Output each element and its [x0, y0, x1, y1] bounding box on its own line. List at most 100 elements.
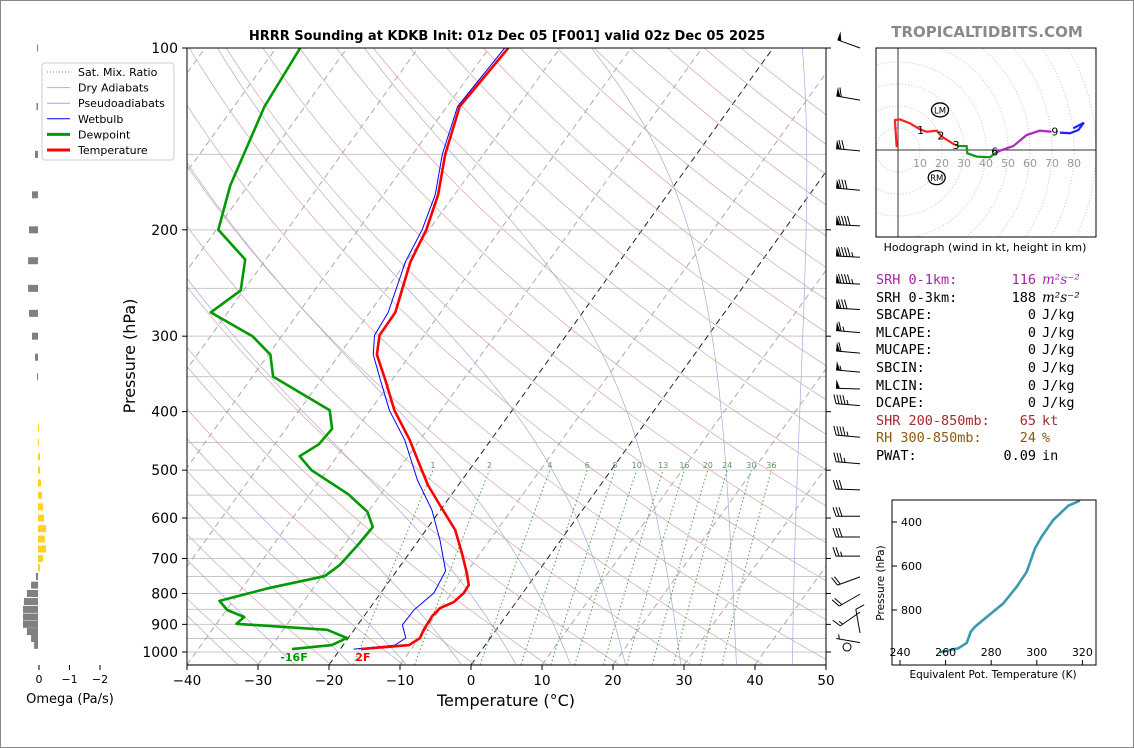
parameter-unit: J/kg — [1042, 359, 1075, 376]
parameter-unit: m²s⁻² — [1042, 289, 1080, 306]
barb-full — [847, 216, 851, 226]
mixing-ratio-label: 10 — [632, 461, 642, 470]
parameter-label: MLCIN: — [876, 377, 925, 394]
omega-bar — [38, 564, 41, 572]
wind-barb — [832, 527, 860, 538]
dry-adiabat-line — [520, 48, 826, 300]
barb-full — [831, 599, 840, 607]
barb-full — [832, 547, 837, 557]
barb-staff — [836, 461, 861, 465]
barb-full — [855, 604, 865, 610]
hodograph-height-label: 2 — [937, 130, 944, 143]
mixing-ratio-label: 8 — [612, 461, 617, 470]
omega-bar — [35, 150, 38, 158]
parameter-label: PWAT: — [876, 447, 917, 464]
omega-bar — [36, 103, 38, 111]
dry-adiabat-line — [372, 48, 826, 435]
parameter-value: 0.09 — [1003, 447, 1036, 464]
barb-full — [836, 426, 840, 436]
theta-e-frame — [891, 499, 1097, 666]
wind-barb — [836, 342, 861, 354]
temperature-tick-label: −20 — [315, 673, 344, 689]
parameter-value: 24 — [1019, 430, 1036, 447]
legend-entry-label: Wetbulb — [78, 113, 123, 126]
barb-full — [838, 273, 842, 284]
parameter-unit: J/kg — [1042, 324, 1075, 341]
dry-adiabat-line — [299, 48, 826, 507]
watermark: TROPICALTIDBITS.COM — [891, 23, 1083, 41]
barb-staff — [836, 637, 861, 644]
storm-motion-marker — [930, 102, 950, 118]
legend-entry-label: Pseudoadiabats — [78, 97, 165, 110]
pressure-tick-label: 1000 — [142, 645, 178, 661]
isotherm-line — [187, 48, 277, 173]
hodograph-height-label: 1 — [917, 124, 924, 137]
pressure-tick-label: 600 — [151, 511, 178, 527]
barb-full — [831, 577, 838, 586]
barb-half — [840, 551, 843, 557]
pseudoadiabat-line — [364, 48, 682, 665]
barb-full — [841, 140, 845, 150]
parameter-label: MUCAPE: — [876, 342, 933, 359]
parameter-unit: J/kg — [1042, 377, 1075, 394]
theta-e-xtick-label: 260 — [935, 646, 956, 659]
barb-staff — [837, 576, 861, 586]
omega-bar — [38, 491, 42, 499]
theta-e-ytick-label: 600 — [901, 560, 922, 573]
parameter-row: PWAT: 0.09 in — [876, 448, 1106, 466]
barb-full — [832, 619, 841, 627]
omega-bar — [23, 605, 38, 613]
barb-staff — [836, 187, 861, 191]
hodograph-tick-label: 70 — [1045, 157, 1059, 170]
barb-full — [844, 215, 848, 226]
barb-pennant — [836, 139, 841, 150]
mixing-ratio-line — [721, 470, 772, 665]
omega-bar — [38, 514, 44, 522]
pressure-tick-label: 100 — [151, 41, 178, 57]
dry-adiabat-line — [187, 408, 476, 665]
barb-full — [838, 179, 842, 189]
barb-full — [844, 299, 848, 309]
omega-bar — [38, 545, 47, 553]
omega-bar — [23, 613, 38, 621]
parameter-value: 0 — [1027, 377, 1036, 394]
parameter-row: RH 300-850mb: 24% — [876, 430, 1106, 448]
hodograph-plot-area: 10 20 30 40 50 60 70 80 1 23 6 9 LM RM — [876, 48, 1096, 237]
storm-motion-label: LM — [934, 106, 946, 116]
pressure-tick-label: 200 — [151, 223, 178, 239]
barb-full — [847, 274, 851, 284]
barb-staff — [835, 488, 861, 491]
barb-full — [838, 139, 842, 150]
omega-tick-label: −1 — [61, 673, 77, 686]
barb-full — [841, 274, 845, 284]
legend: Sat. Mix. Ratio Dry Adiabats Pseudoadiabat… — [41, 62, 175, 161]
parameter-label: SBCAPE: — [876, 307, 933, 324]
parameter-label: SRH 0-3km: — [876, 289, 958, 306]
pseudoadiabat-line — [187, 277, 517, 665]
wind-barb — [836, 273, 861, 285]
barb-full — [832, 527, 837, 538]
theta-e-ytick-label: 400 — [901, 516, 922, 529]
barb-full — [836, 394, 840, 404]
pseudoadiabat-line — [187, 500, 352, 665]
dry-adiabat-line — [336, 48, 826, 471]
parameter-row: SHR 200-850mb: 65 kt — [876, 413, 1106, 431]
barb-pennant — [836, 361, 841, 371]
omega-bar — [38, 424, 39, 432]
dry-adiabat-line — [262, 48, 826, 544]
omega-bar — [34, 641, 38, 649]
hodograph-trace — [1059, 121, 1085, 135]
parameter-row: SRH 0-1km: 116 m²s⁻² — [876, 272, 1106, 290]
omega-bar — [38, 439, 39, 447]
mixing-ratio-label: 13 — [658, 461, 668, 470]
parameter-row: SRH 0-3km: 188 m²s⁻² — [876, 290, 1106, 308]
barb-staff — [836, 148, 861, 152]
omega-bar — [38, 525, 47, 533]
mixing-ratio-line — [574, 470, 638, 665]
hodograph-caption: Hodograph (wind in kt, height in km) — [884, 241, 1087, 254]
parameter-table: SRH 0-1km: 116 m²s⁻² SRH 0-3km: 188 m²s⁻² SBCA… — [876, 272, 1106, 466]
parameter-row: DCAPE: 0 J/kg — [876, 395, 1106, 413]
mixing-ratio-label: 36 — [766, 461, 776, 470]
omega-bar — [32, 191, 38, 199]
barb-full — [838, 299, 842, 309]
